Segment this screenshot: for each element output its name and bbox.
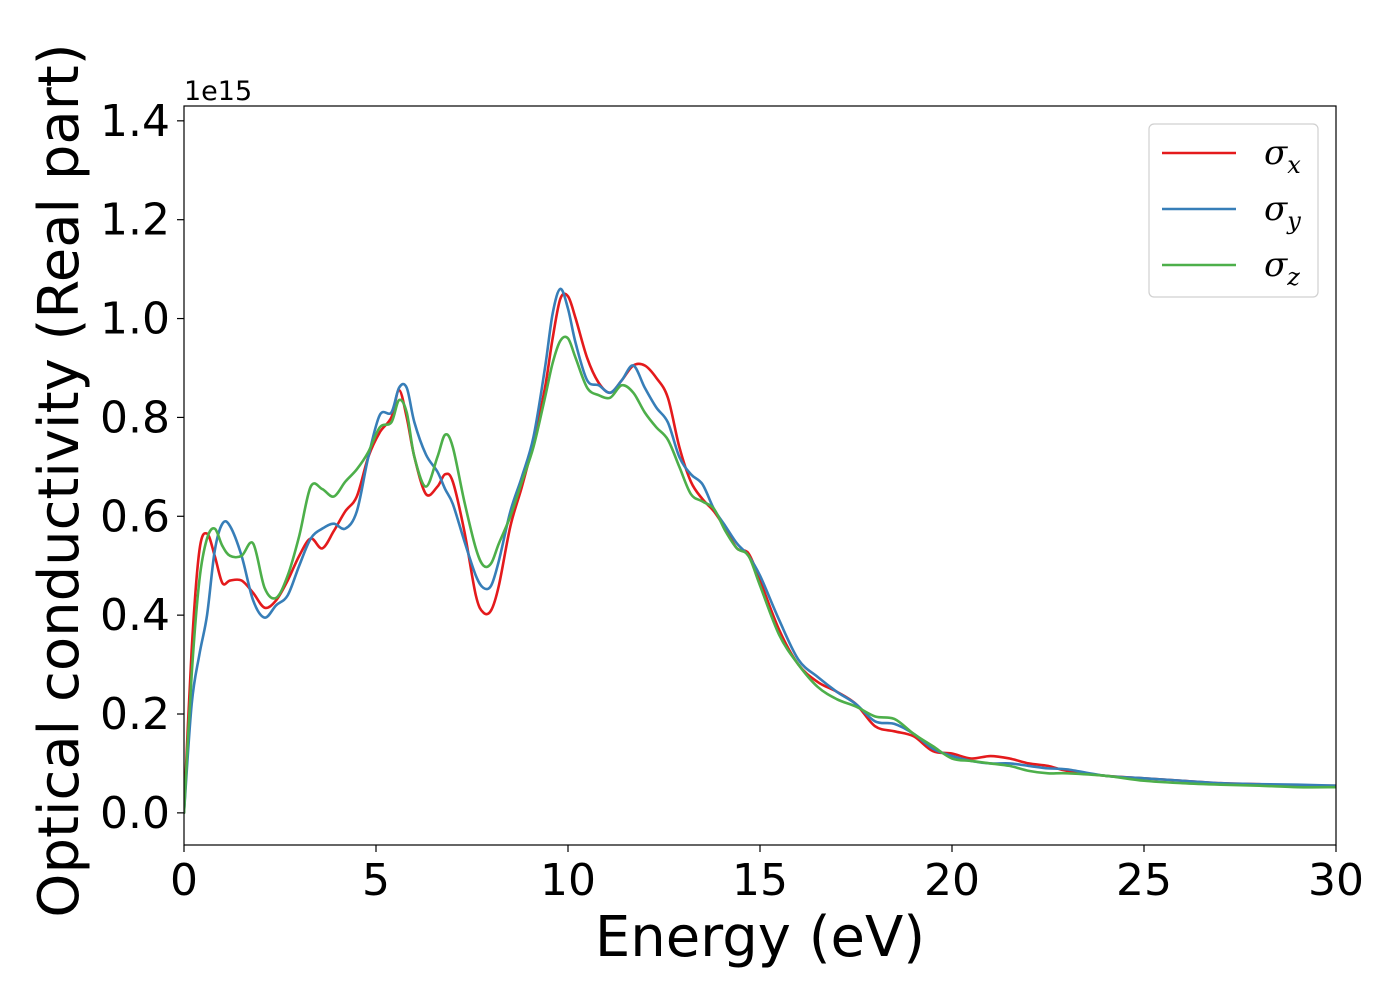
y-tick-label: 0.0 <box>100 788 170 839</box>
x-tick-label: 25 <box>1116 855 1172 906</box>
x-axis-label: Energy (eV) <box>595 905 925 970</box>
x-tick-label: 30 <box>1308 855 1364 906</box>
legend-label-y: σy <box>1264 189 1301 235</box>
x-tick-label: 0 <box>170 855 198 906</box>
x-tick-label: 10 <box>540 855 596 906</box>
y-tick-label: 1.2 <box>100 195 170 246</box>
y-offset-text: 1e15 <box>184 76 252 107</box>
series-layer <box>184 287 1336 815</box>
y-axis-label: Optical conductivity (Real part) <box>27 43 92 917</box>
y-tick-label: 0.4 <box>100 590 170 641</box>
legend-box <box>1148 123 1319 298</box>
y-tick-label: 1.4 <box>100 96 170 147</box>
series-line-x <box>184 292 1336 815</box>
x-tick-label: 5 <box>362 855 390 906</box>
series-line-z <box>184 335 1336 815</box>
legend-label-x: σx <box>1264 133 1301 179</box>
x-axis: 0 5 10 15 20 25 30 <box>170 845 1364 906</box>
legend: σx σy σz <box>1148 123 1319 298</box>
legend-label-z: σz <box>1264 245 1300 291</box>
y-tick-label: 0.2 <box>100 689 170 740</box>
y-tick-label: 1.0 <box>100 294 170 345</box>
x-tick-label: 20 <box>924 855 980 906</box>
y-tick-label: 0.8 <box>100 392 170 443</box>
y-axis: 0.0 0.2 0.4 0.6 0.8 1.0 1.2 1.4 <box>100 96 184 839</box>
x-tick-label: 15 <box>732 855 788 906</box>
y-tick-label: 0.6 <box>100 491 170 542</box>
series-line-y <box>184 287 1336 815</box>
